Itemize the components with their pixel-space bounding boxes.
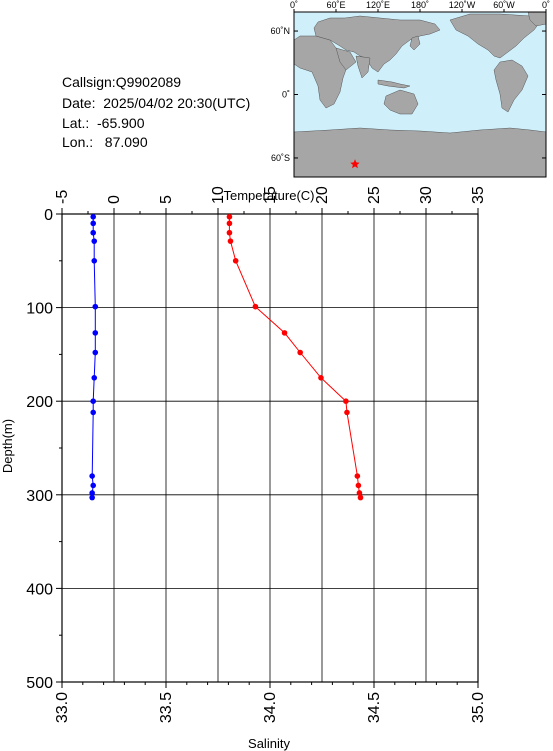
- map-lon-label: 60˚E: [326, 0, 345, 10]
- salinity-data-point: [92, 330, 99, 336]
- temperature-tick-label: 15: [262, 186, 279, 204]
- salinity-tick-label: 34.0: [262, 692, 279, 723]
- depth-tick-label: 200: [26, 394, 53, 411]
- chart-grid: [61, 213, 479, 683]
- salinity-data-point: [92, 349, 99, 356]
- longitude-label: Lon.: 87.090: [62, 134, 148, 150]
- temperature-data-point: [357, 494, 364, 501]
- salinity-data-point: [90, 409, 96, 416]
- map-lat-label: 0˚: [282, 90, 290, 100]
- depth-tick-label: 100: [26, 301, 53, 318]
- date-label: Date: 2025/04/02 20:30(UTC): [62, 95, 251, 111]
- map-lon-label: 0˚: [290, 0, 298, 10]
- map-land: [293, 11, 547, 178]
- salinity-data-point: [91, 238, 98, 244]
- temperature-data-point: [227, 238, 234, 244]
- latitude-label: Lat.: -65.900: [62, 115, 145, 131]
- depth-tick-label: 300: [26, 488, 53, 505]
- temperature-tick-label: 5: [158, 195, 175, 204]
- map-lat-label: 60˚N: [270, 26, 290, 36]
- salinity-data-point: [89, 494, 95, 501]
- station-marker-icon: [350, 159, 360, 169]
- salinity-data-point: [92, 303, 99, 310]
- temperature-data-point: [281, 330, 288, 336]
- temperature-data-point: [354, 473, 361, 479]
- temperature-axis-label: Temperature(C): [223, 188, 314, 203]
- salinity-data-point: [89, 473, 95, 479]
- map-lon-label: 120˚E: [366, 0, 390, 10]
- temperature-data-point: [297, 349, 303, 356]
- station-star: [350, 159, 360, 169]
- depth-axis-label: Depth(m): [0, 419, 15, 473]
- temperature-data-point: [318, 375, 324, 381]
- salinity-data-point: [90, 220, 96, 227]
- temperature-data-point: [343, 398, 349, 405]
- map-ticks: 0˚ 60˚E 120˚E 180˚ 120˚W 60˚W 0˚ 60˚N 0˚ 60˚S: [270, 0, 550, 163]
- salinity-data-point: [91, 258, 98, 264]
- temperature-data-point: [226, 229, 233, 236]
- temperature-tick-label: 30: [418, 186, 435, 204]
- map-lat-label: 60˚S: [271, 153, 290, 163]
- temperature-tick-label: 35: [470, 186, 487, 204]
- map-lon-label: 120˚W: [449, 0, 476, 10]
- callsign-label: Callsign:Q9902089: [62, 74, 182, 90]
- temperature-tick-label: 20: [314, 186, 331, 204]
- temperature-data-point: [226, 214, 233, 220]
- temperature-profile-line: [228, 216, 361, 498]
- temperature-tick-label: 10: [210, 186, 227, 204]
- temperature-data-point: [226, 220, 233, 227]
- salinity-tick-label: 33.0: [54, 692, 71, 723]
- salinity-data-point: [89, 490, 95, 496]
- location-map: 0˚ 60˚E 120˚E 180˚ 120˚W 60˚W 0˚ 60˚N 0˚ 60˚S: [270, 0, 550, 178]
- salinity-data-point: [90, 229, 96, 236]
- depth-tick-label: 500: [26, 675, 53, 692]
- temperature-data-point: [356, 490, 363, 496]
- map-lon-label: 60˚W: [493, 0, 515, 10]
- salinity-data-point: [90, 482, 96, 489]
- salinity-tick-label: 33.5: [158, 692, 175, 723]
- temperature-data-point: [344, 409, 350, 416]
- map-lon-label: 180˚: [411, 0, 429, 10]
- temperature-data-point: [355, 482, 362, 489]
- temperature-tick-label: 0: [106, 195, 123, 204]
- salinity-data-point: [90, 214, 96, 220]
- temperature-data-point: [252, 303, 259, 310]
- temperature-tick-label: -5: [54, 190, 71, 204]
- chart-series: [89, 214, 364, 501]
- depth-tick-label: 400: [26, 581, 53, 598]
- depth-tick-label: 0: [44, 207, 53, 224]
- map-lon-label: 0˚: [542, 0, 550, 10]
- salinity-data-point: [91, 375, 98, 381]
- salinity-tick-label: 35.0: [470, 692, 487, 723]
- salinity-axis-label: Salinity: [248, 736, 290, 751]
- salinity-tick-label: 34.5: [366, 692, 383, 723]
- temperature-data-point: [232, 258, 239, 264]
- salinity-data-point: [90, 398, 96, 405]
- temperature-tick-label: 25: [366, 186, 383, 204]
